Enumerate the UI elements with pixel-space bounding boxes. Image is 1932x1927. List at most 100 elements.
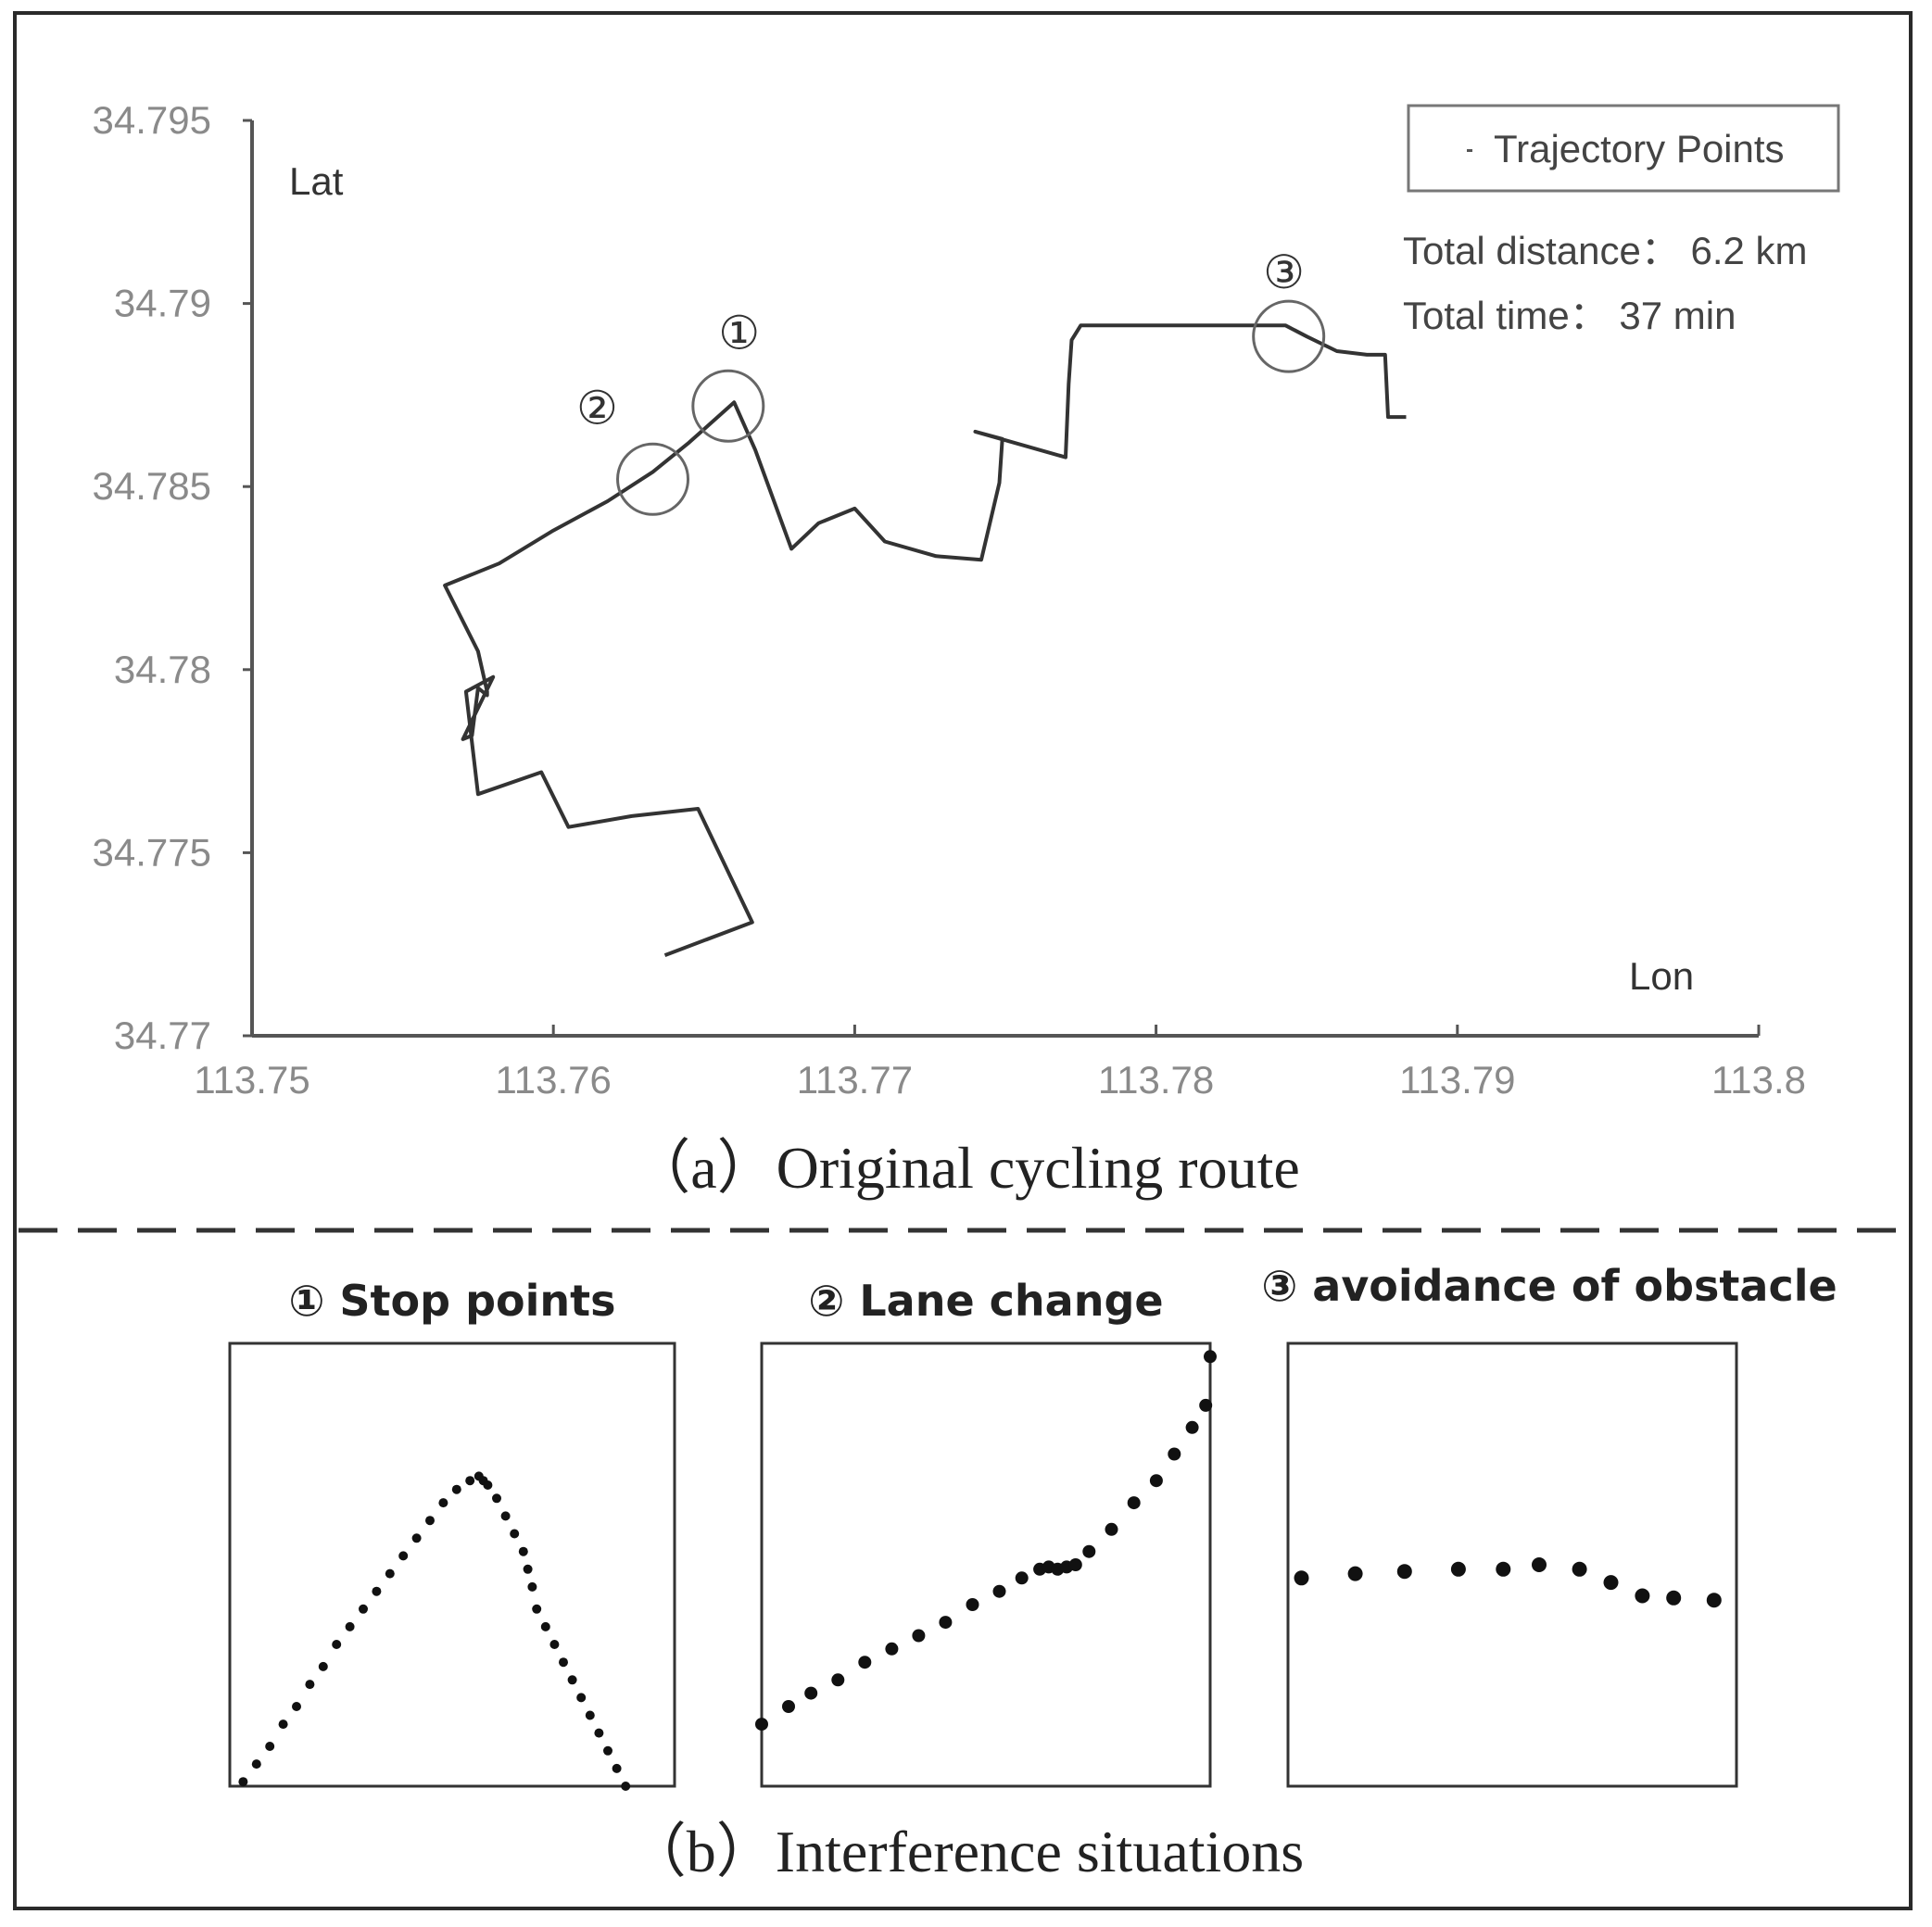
panel-title: ③ avoidance of obstacle [1261,1261,1837,1311]
x-tick-label: 113.77 [797,1058,913,1102]
trajectory-point [1532,1557,1547,1572]
trajectory-point [1068,1558,1082,1571]
route-chart-axes [250,120,1759,1038]
trajectory-point [782,1700,795,1713]
interference-panel: ② Lane change [755,1276,1217,1788]
trajectory-point [885,1642,899,1656]
x-tick-label: 113.76 [496,1058,612,1102]
trajectory-point [621,1782,631,1791]
y-tick-label: 34.77 [114,1014,211,1057]
trajectory-point [385,1568,395,1579]
trajectory-point [1603,1575,1619,1591]
total-time: Total time： 37 min [1403,294,1736,337]
total-distance: Total distance： 6.2 km [1403,229,1808,272]
x-tick-label: 113.8 [1711,1058,1806,1102]
trajectory-point [1105,1522,1118,1536]
y-ticks: 34.795 34.79 34.785 34.78 34.775 34.77 [93,98,252,1057]
legend-label: Trajectory Points [1494,127,1785,170]
trajectory-point [567,1675,577,1685]
trajectory-point [332,1640,342,1649]
legend-box [1407,104,1840,193]
trajectory-point [359,1604,368,1614]
marker-circle [1252,299,1326,373]
trajectory-point [992,1584,1006,1598]
legend-marker [1467,149,1472,152]
trajectory-point [523,1564,533,1574]
trajectory-point [1015,1571,1029,1585]
trajectory-point [858,1656,872,1669]
panel-box [1286,1341,1738,1788]
trajectory-point [804,1686,818,1700]
trajectory-point [238,1777,248,1787]
trajectory-point [1082,1544,1096,1558]
trajectory-point [345,1621,355,1631]
trajectory-point [966,1598,979,1611]
trajectory-point [527,1581,537,1592]
y-tick-label: 34.775 [93,830,211,874]
figure-frame [13,11,1913,1910]
y-tick-label: 34.785 [93,464,211,508]
x-ticks: 113.75 113.76 113.77 113.78 113.79 113.8 [194,1025,1806,1102]
interference-panel: ③ avoidance of obstacle [1261,1261,1837,1788]
trajectory-point [939,1616,953,1630]
trajectory-point [755,1718,768,1732]
x-tick-label: 113.75 [194,1058,309,1102]
trajectory-point [912,1629,926,1643]
trajectory-point [305,1680,315,1690]
trajectory-point [492,1493,501,1504]
trajectory-point [518,1546,528,1556]
trajectory-point [265,1742,275,1751]
marker-circle [616,442,690,516]
trajectory-point [1127,1496,1141,1510]
y-tick-label: 34.79 [114,282,211,325]
trajectory-point [318,1661,328,1671]
panel-box [760,1341,1212,1788]
trajectory-point [1294,1570,1309,1586]
y-tick-label: 34.78 [114,648,211,691]
trajectory-point [831,1673,845,1687]
trajectory-point [1347,1566,1363,1581]
trajectory-point [594,1728,604,1738]
trajectory-point [1496,1561,1511,1577]
trajectory-point [532,1604,542,1614]
x-tick-label: 113.79 [1399,1058,1515,1102]
x-axis-label: Lon [1629,954,1694,998]
trajectory-point [292,1702,301,1711]
trajectory-point [1168,1447,1181,1461]
trajectory-point [500,1511,511,1521]
trajectory-point [483,1480,493,1490]
trajectory-point [251,1759,261,1770]
panel-title: ② Lane change [808,1276,1163,1326]
trajectory-point [1666,1590,1682,1606]
trajectory-point [576,1693,587,1703]
trajectory-point [398,1551,409,1561]
trajectory-point [540,1621,550,1631]
trajectory-point [1706,1593,1722,1608]
trajectory-point [1199,1398,1213,1412]
y-axis-label: Lat [289,159,344,203]
interference-markers: ① ② ③ [576,246,1326,516]
trajectory-point [278,1719,288,1730]
trajectory-point [425,1516,435,1526]
trajectory-point [1149,1474,1163,1488]
trajectory-point [603,1745,612,1756]
trajectory-point [411,1533,422,1543]
trajectory-point [510,1529,520,1539]
trajectory-point [559,1657,568,1668]
caption-a: （a）Original cycling route [631,1135,1300,1201]
panel-box [228,1341,676,1788]
marker-label: ③ [1263,246,1305,299]
interference-panel: ① Stop points [228,1276,676,1791]
trajectory-point [372,1586,382,1596]
y-tick-label: 34.795 [93,98,211,142]
trajectory-point [465,1476,475,1486]
trajectory-point [549,1640,560,1649]
trajectory-point [451,1484,461,1494]
interference-panels: ① Stop points ② Lane change ③ avoidance of… [228,1261,1837,1791]
marker-label: ① [718,306,760,359]
marker-label: ② [576,381,618,435]
trajectory-point [1204,1350,1217,1364]
panel-title: ① Stop points [288,1276,615,1326]
trajectory-point [1572,1561,1587,1577]
